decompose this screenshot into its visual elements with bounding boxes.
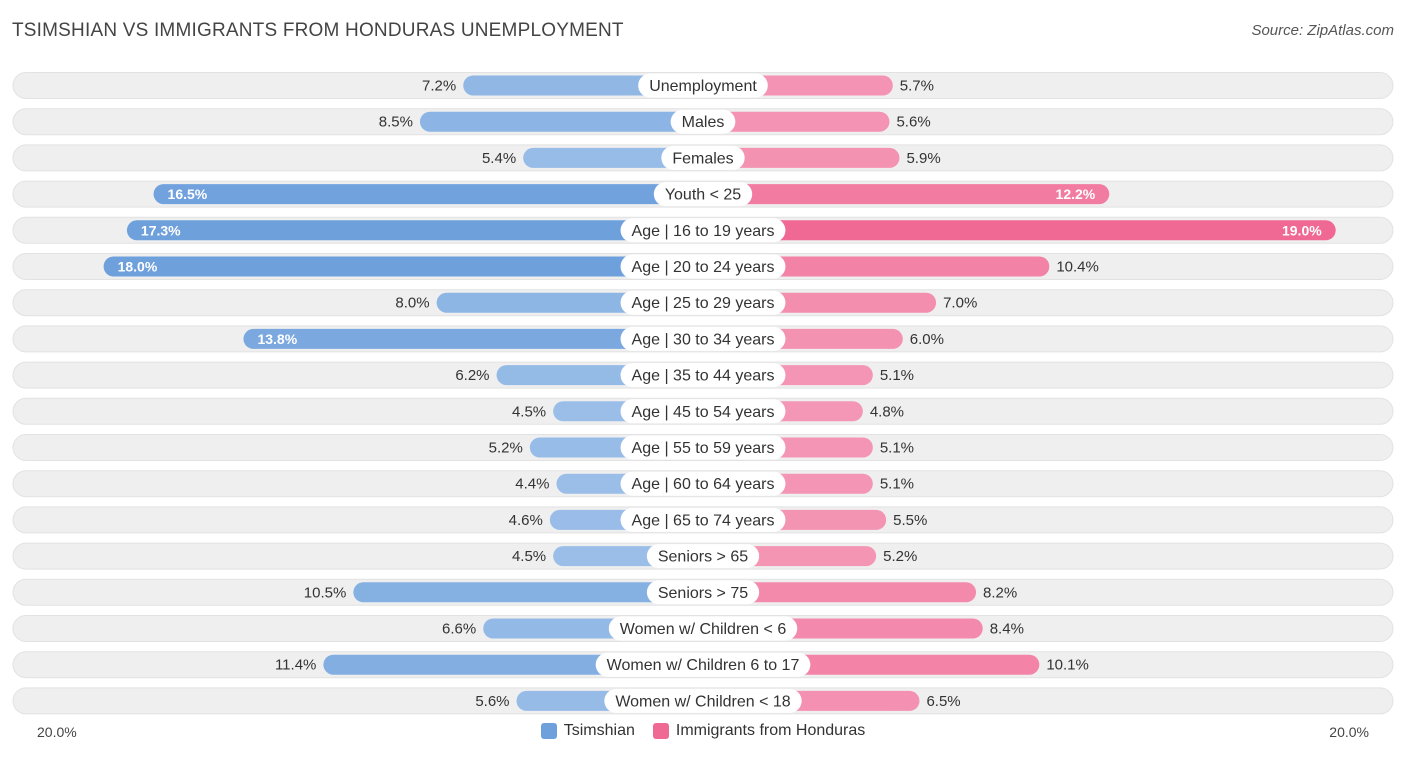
category-label: Age | 35 to 44 years: [632, 368, 775, 385]
axis-left-label: 20.0%: [37, 724, 77, 740]
value-label-honduras: 7.0%: [943, 295, 977, 312]
legend-swatch-tsimshian: [540, 723, 557, 739]
category-pill: [620, 471, 786, 496]
bar-tsimshian: [153, 184, 714, 205]
category-pill: [620, 254, 786, 279]
value-label-tsimshian: 10.5%: [304, 584, 347, 601]
value-label-honduras: 5.1%: [880, 440, 914, 457]
category-label: Women w/ Children < 18: [615, 693, 790, 710]
category-pill: [620, 435, 786, 460]
value-label-tsimshian: 8.0%: [395, 295, 429, 312]
bar-tsimshian: [103, 256, 714, 277]
category-pill: [620, 507, 786, 532]
category-label: Age | 16 to 19 years: [632, 223, 775, 240]
bar-honduras: [693, 147, 900, 168]
legend-label-tsimshian: Tsimshian: [563, 722, 635, 739]
category-label: Age | 60 to 64 years: [632, 476, 775, 493]
category-pill: [620, 399, 786, 424]
category-label: Males: [682, 114, 725, 131]
value-label-tsimshian: 18.0%: [118, 259, 158, 275]
category-label: Women w/ Children 6 to 17: [607, 657, 800, 674]
value-label-honduras: 6.5%: [926, 693, 960, 710]
bar-chart: 7.2% 5.7% Unemployment 8.5% 5.6% Males 5.4% 5.9…: [12, 72, 1394, 715]
category-pill: [670, 109, 736, 134]
bar-tsimshian: [126, 220, 713, 241]
value-label-honduras: 5.1%: [880, 476, 914, 493]
category-pill: [620, 290, 786, 315]
value-label-honduras: 10.4%: [1056, 259, 1099, 276]
value-label-honduras: 5.5%: [893, 512, 927, 529]
value-label-honduras: 5.2%: [883, 548, 917, 565]
value-label-honduras: 8.4%: [990, 621, 1024, 638]
bar-tsimshian: [243, 328, 713, 349]
value-label-tsimshian: 6.6%: [442, 621, 476, 638]
chart-title: TSIMSHIAN VS IMMIGRANTS FROM HONDURAS UN…: [12, 20, 624, 41]
category-label: Age | 25 to 29 years: [632, 295, 775, 312]
value-label-tsimshian: 16.5%: [168, 186, 208, 202]
value-label-honduras: 5.1%: [880, 367, 914, 384]
value-label-tsimshian: 17.3%: [141, 222, 181, 238]
value-label-honduras: 5.7%: [900, 78, 934, 95]
legend-swatch-honduras: [652, 723, 669, 739]
value-label-tsimshian: 6.2%: [455, 367, 489, 384]
bar-honduras: [693, 220, 1336, 241]
legend-label-honduras: Immigrants from Honduras: [675, 722, 866, 739]
category-pill: [620, 218, 786, 243]
category-label: Age | 45 to 54 years: [632, 404, 775, 421]
value-label-tsimshian: 4.4%: [515, 476, 549, 493]
bar-tsimshian: [419, 111, 713, 132]
category-pill: [620, 326, 786, 351]
value-label-tsimshian: 8.5%: [379, 114, 413, 131]
bar-honduras: [693, 184, 1110, 205]
category-label: Youth < 25: [665, 187, 741, 204]
category-pill: [661, 145, 745, 170]
category-label: Unemployment: [649, 78, 757, 95]
category-pill: [604, 688, 802, 713]
value-label-tsimshian: 4.6%: [509, 512, 543, 529]
value-label-tsimshian: 5.4%: [482, 150, 516, 167]
category-label: Seniors > 65: [658, 549, 748, 566]
category-label: Seniors > 75: [658, 585, 748, 602]
value-label-tsimshian: 5.6%: [475, 693, 509, 710]
category-label: Age | 20 to 24 years: [632, 259, 775, 276]
value-label-honduras: 6.0%: [910, 331, 944, 348]
value-label-honduras: 4.8%: [870, 403, 904, 420]
legend-item-tsimshian: Tsimshian: [540, 722, 635, 740]
category-label: Females: [672, 150, 733, 167]
source-note: Source: ZipAtlas.com: [1251, 22, 1394, 39]
legend-item-honduras: Immigrants from Honduras: [652, 722, 866, 740]
category-pill: [646, 580, 760, 605]
category-pill: [620, 363, 786, 388]
bar-tsimshian: [353, 582, 713, 603]
category-pill: [608, 616, 798, 641]
category-label: Age | 55 to 59 years: [632, 440, 775, 457]
bar-honduras: [693, 111, 890, 132]
value-label-honduras: 5.6%: [896, 114, 930, 131]
value-label-honduras: 5.9%: [906, 150, 940, 167]
value-label-honduras: 12.2%: [1056, 186, 1096, 202]
category-pill: [653, 182, 753, 207]
category-pill: [638, 73, 768, 98]
category-label: Women w/ Children < 6: [620, 621, 787, 638]
value-label-honduras: 10.1%: [1046, 657, 1089, 674]
value-label-tsimshian: 4.5%: [512, 548, 546, 565]
category-pill: [646, 544, 760, 569]
value-label-tsimshian: 5.2%: [489, 440, 523, 457]
value-label-honduras: 8.2%: [983, 584, 1017, 601]
value-label-tsimshian: 7.2%: [422, 78, 456, 95]
axis-right-label: 20.0%: [1329, 724, 1369, 740]
category-pill: [595, 652, 811, 677]
category-label: Age | 65 to 74 years: [632, 512, 775, 529]
value-label-tsimshian: 4.5%: [512, 403, 546, 420]
value-label-tsimshian: 11.4%: [275, 657, 316, 674]
value-label-tsimshian: 13.8%: [257, 331, 297, 347]
bar-honduras: [693, 582, 977, 603]
legend: Tsimshian Immigrants from Honduras: [0, 722, 1406, 740]
value-label-honduras: 19.0%: [1282, 222, 1322, 238]
category-label: Age | 30 to 34 years: [632, 331, 775, 348]
